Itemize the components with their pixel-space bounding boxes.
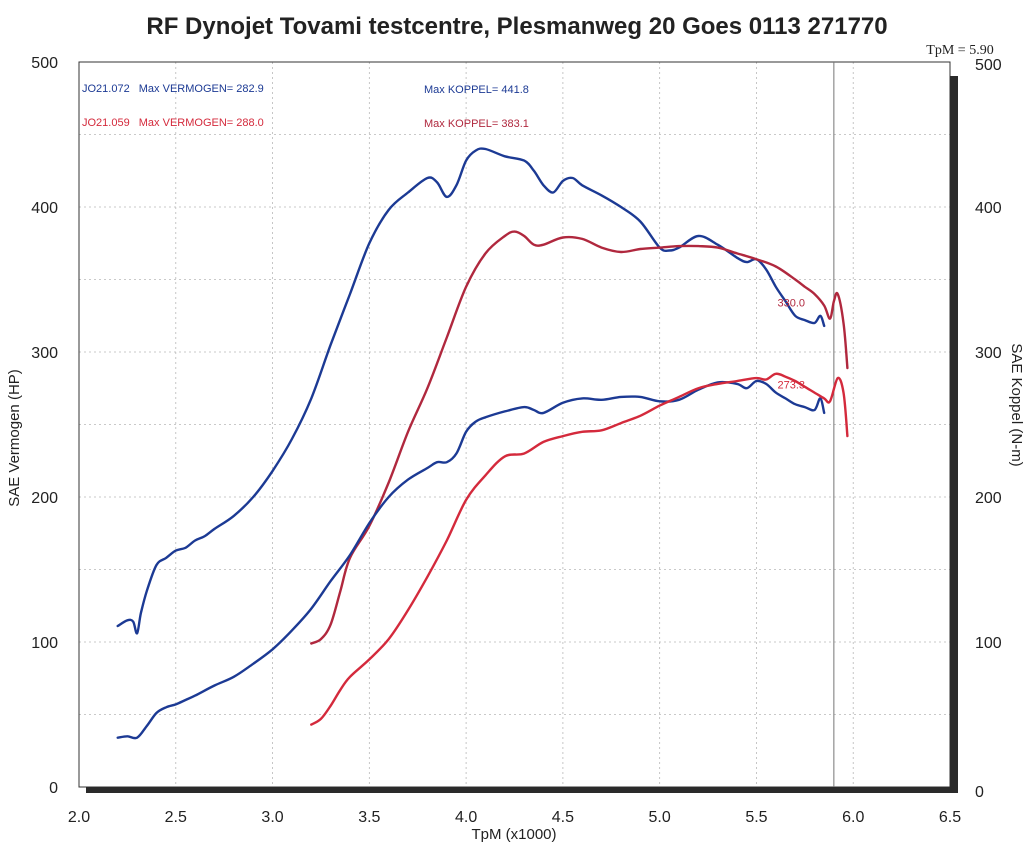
legend-run-2-torque: Max KOPPEL= 383.1 xyxy=(424,118,529,130)
curve-annotation: 273.3 xyxy=(778,380,806,392)
x-tick-label: 2.5 xyxy=(165,809,187,826)
x-tick-labels: 2.0 2.5 3.0 3.5 4.0 4.5 5.0 5.5 6.0 6.5 xyxy=(68,809,961,826)
x-tick-label: 5.5 xyxy=(745,809,767,826)
y-left-tick-label: 400 xyxy=(31,200,58,217)
y-left-tick-label: 100 xyxy=(31,635,58,652)
y-axis-right-label: SAE Koppel (N-m) xyxy=(1008,343,1024,466)
x-tick-label: 4.0 xyxy=(455,809,477,826)
y-right-tick-labels: 0 100 200 300 400 500 xyxy=(975,57,1002,801)
legend-run-2-power: JO21.059 Max VERMOGEN= 288.0 xyxy=(82,117,264,129)
series-line-power-4 xyxy=(310,372,849,726)
legend-run-2-id: JO21.059 xyxy=(82,117,130,129)
chart-title: RF Dynojet Tovami testcentre, Plesmanweg… xyxy=(146,13,887,40)
curve-annotation: 330.0 xyxy=(778,298,806,310)
y-right-tick-label: 400 xyxy=(975,200,1002,217)
series-line-torque-1 xyxy=(116,147,826,635)
frame-shadow-bottom xyxy=(86,787,958,793)
y-right-tick-label: 100 xyxy=(975,635,1002,652)
legend: JO21.072 Max VERMOGEN= 282.9 Max KOPPEL=… xyxy=(82,83,529,130)
y-right-tick-label: 500 xyxy=(975,57,1002,74)
y-axis-left-label: SAE Vermogen (HP) xyxy=(6,369,23,507)
series-curves xyxy=(116,147,849,740)
tpm-marker-label: TpM = 5.90 xyxy=(926,43,993,58)
y-left-tick-label: 500 xyxy=(31,55,58,72)
series-line-torque-2 xyxy=(310,230,849,645)
x-tick-label: 2.0 xyxy=(68,809,90,826)
x-tick-label: 6.5 xyxy=(939,809,961,826)
x-tick-label: 3.0 xyxy=(261,809,283,826)
y-left-tick-label: 0 xyxy=(49,780,58,797)
y-left-tick-label: 200 xyxy=(31,490,58,507)
y-left-tick-label: 300 xyxy=(31,345,58,362)
x-tick-label: 3.5 xyxy=(358,809,380,826)
x-tick-label: 4.5 xyxy=(552,809,574,826)
legend-run-1-torque: Max KOPPEL= 441.8 xyxy=(424,84,529,96)
legend-run-1-power-text: Max VERMOGEN= 282.9 xyxy=(139,83,264,95)
x-tick-label: 5.0 xyxy=(649,809,671,826)
series-line-power-3 xyxy=(116,379,826,740)
legend-run-1-power: JO21.072 Max VERMOGEN= 282.9 xyxy=(82,83,264,95)
x-tick-label: 6.0 xyxy=(842,809,864,826)
x-axis-label: TpM (x1000) xyxy=(471,826,556,843)
y-right-tick-label: 300 xyxy=(975,345,1002,362)
annotations: 330.0 273.3 xyxy=(778,298,806,392)
legend-run-2-power-text: Max VERMOGEN= 288.0 xyxy=(139,117,264,129)
y-right-tick-label: 200 xyxy=(975,490,1002,507)
frame-shadow-right xyxy=(950,76,958,790)
y-left-tick-labels: 0 100 200 300 400 500 xyxy=(31,55,58,797)
legend-run-1-id: JO21.072 xyxy=(82,83,130,95)
y-right-tick-label: 0 xyxy=(975,784,984,801)
grid-lines xyxy=(79,62,950,787)
